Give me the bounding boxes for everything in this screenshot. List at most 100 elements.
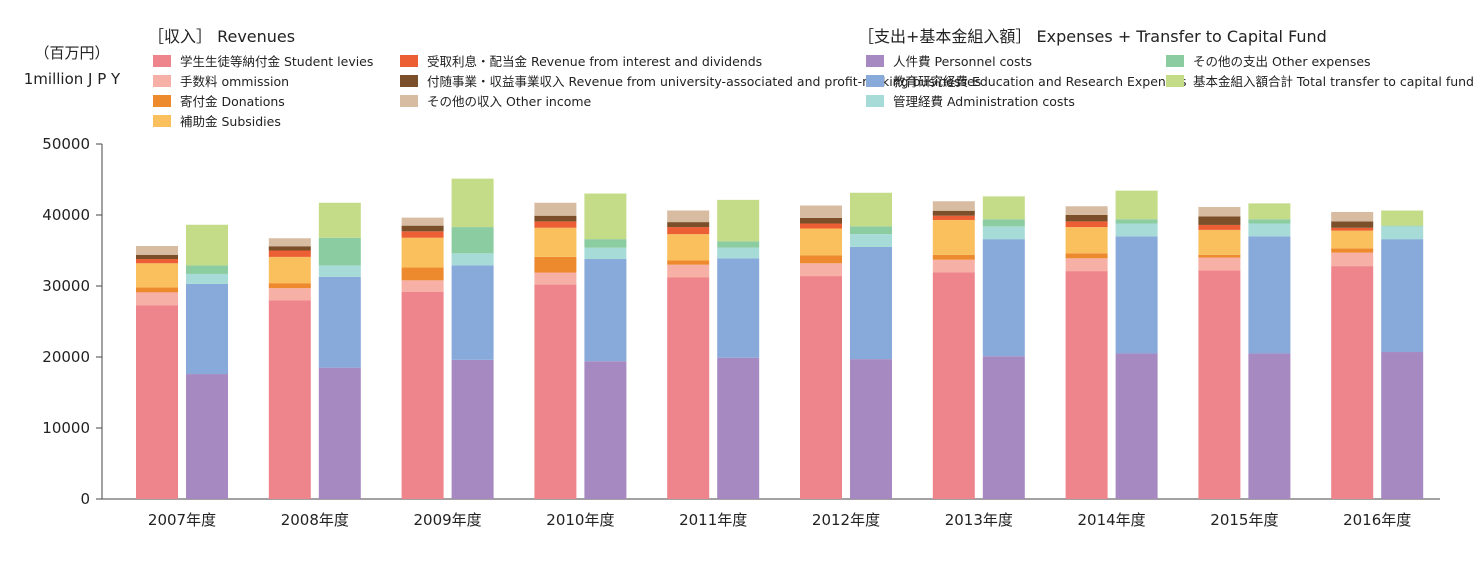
x-tick-label: 2010年度 [546, 511, 614, 529]
bar-segment-expense-4 [982, 195, 1025, 220]
bar-segment-revenue-0 [136, 305, 178, 499]
legend-label: 付随事業・収益事業収入 Revenue from university-asso… [427, 74, 981, 89]
bar-segment-revenue-1 [1331, 252, 1374, 267]
bar-segment-expense-3 [584, 239, 627, 248]
bar-segment-expense-2 [1381, 226, 1424, 240]
bar-segment-revenue-0 [1198, 270, 1241, 499]
bar-segment-revenue-2 [800, 255, 842, 264]
bar-segment-revenue-4 [800, 223, 842, 229]
bar-segment-expense-4 [186, 224, 228, 266]
bar-segment-revenue-4 [1331, 227, 1374, 231]
bar-segment-revenue-6 [1198, 206, 1241, 217]
legend-label: 手数料 ommission [180, 74, 289, 89]
bar-segment-revenue-4 [932, 215, 975, 220]
bar-segment-revenue-0 [401, 291, 444, 499]
x-tick-label: 2016年度 [1343, 511, 1411, 529]
bar-segment-revenue-6 [1065, 205, 1108, 215]
legend-label: 基本金組入額合計 Total transfer to capital fund [1193, 74, 1474, 89]
bar-segment-expense-1 [850, 246, 892, 360]
bar-segment-expense-1 [1115, 236, 1158, 354]
legend-label: 補助金 Subsidies [180, 114, 281, 129]
bar-segment-revenue-4 [268, 250, 311, 257]
legend-swatch [866, 55, 884, 67]
bar-segment-expense-1 [186, 283, 228, 375]
bar-segment-revenue-6 [932, 200, 975, 211]
bar-segment-expense-3 [850, 226, 892, 235]
bar-segment-expense-0 [186, 374, 228, 499]
legend-title-revenues: ［収入］ Revenues [148, 27, 295, 46]
legend-label: 管理経費 Administration costs [893, 94, 1075, 109]
bar-segment-revenue-1 [1065, 258, 1108, 272]
bar-segment-expense-3 [1115, 219, 1158, 224]
bar-segment-expense-0 [318, 367, 361, 499]
bar-segment-expense-4 [1248, 202, 1291, 220]
bar-segment-expense-2 [1115, 223, 1158, 237]
bar-segment-expense-3 [1381, 225, 1424, 227]
bar-segment-revenue-3 [800, 228, 842, 256]
bar-segment-expense-1 [451, 265, 494, 360]
y-tick-label: 0 [80, 490, 90, 508]
bar-segment-expense-4 [318, 202, 361, 238]
x-tick-label: 2007年度 [148, 511, 216, 529]
bar-segment-revenue-2 [1065, 253, 1108, 259]
bar-segment-revenue-6 [268, 237, 311, 247]
x-tick-label: 2015年度 [1210, 511, 1278, 529]
bar-segment-expense-1 [1381, 239, 1424, 353]
legend-swatch [1166, 75, 1184, 87]
bar-segment-revenue-1 [136, 292, 178, 306]
bar-segment-expense-0 [584, 361, 627, 499]
bar-segment-expense-3 [982, 219, 1025, 227]
bar-segment-revenue-1 [800, 263, 842, 277]
bar-segment-expense-4 [850, 192, 892, 227]
legend-swatch [153, 115, 171, 127]
bar-segment-revenue-0 [667, 277, 710, 499]
bar-segment-expense-1 [982, 239, 1025, 357]
bar-segment-revenue-3 [1065, 227, 1108, 254]
bar-segment-expense-4 [717, 199, 760, 242]
bar-segment-expense-0 [850, 359, 892, 499]
legend-swatch [153, 95, 171, 107]
bar-segment-revenue-3 [136, 263, 178, 288]
bar-segment-revenue-3 [401, 237, 444, 268]
bar-segment-revenue-3 [932, 219, 975, 255]
bar-segment-expense-2 [1248, 223, 1291, 237]
legend-swatch [153, 55, 171, 67]
bar-segment-revenue-2 [401, 267, 444, 281]
y-tick-label: 20000 [42, 348, 90, 366]
bar-segment-revenue-6 [136, 245, 178, 255]
bar-segment-expense-1 [1248, 236, 1291, 354]
bar-segment-revenue-2 [1331, 248, 1374, 253]
bar-segment-revenue-1 [534, 272, 577, 285]
bar-segment-expense-3 [318, 237, 361, 266]
bar-segment-expense-0 [451, 359, 494, 499]
bar-segment-revenue-4 [136, 259, 178, 264]
y-tick-label: 50000 [42, 135, 90, 153]
legend-label: 受取利息・配当金 Revenue from interest and divid… [427, 54, 762, 69]
bar-segment-revenue-5 [401, 225, 444, 232]
bar-segment-revenue-0 [534, 284, 577, 499]
bar-segment-revenue-6 [1331, 211, 1374, 222]
x-tick-label: 2012年度 [812, 511, 880, 529]
bar-segment-revenue-0 [800, 276, 842, 499]
bar-segment-revenue-6 [800, 205, 842, 218]
bar-segment-revenue-3 [268, 256, 311, 284]
bar-segment-revenue-2 [534, 256, 577, 273]
legend-swatch [1166, 55, 1184, 67]
bar-segment-revenue-0 [1065, 271, 1108, 499]
bar-segment-revenue-6 [667, 210, 710, 223]
legend-label: 寄付金 Donations [180, 94, 285, 109]
y-unit-label-ja: （百万円） [34, 44, 109, 62]
bar-segment-expense-0 [717, 357, 760, 499]
x-tick-label: 2008年度 [281, 511, 349, 529]
legend-label: 学生生徒等納付金 Student levies [180, 54, 373, 69]
bar-segment-expense-0 [1381, 352, 1424, 499]
bar-segment-revenue-5 [800, 217, 842, 224]
bar-segment-expense-3 [186, 265, 228, 274]
x-tick-label: 2009年度 [414, 511, 482, 529]
bar-segment-expense-2 [584, 247, 627, 260]
bars [136, 177, 1424, 499]
bar-segment-expense-4 [451, 178, 494, 228]
bar-segment-revenue-5 [534, 215, 577, 222]
bar-segment-expense-3 [1248, 219, 1291, 224]
